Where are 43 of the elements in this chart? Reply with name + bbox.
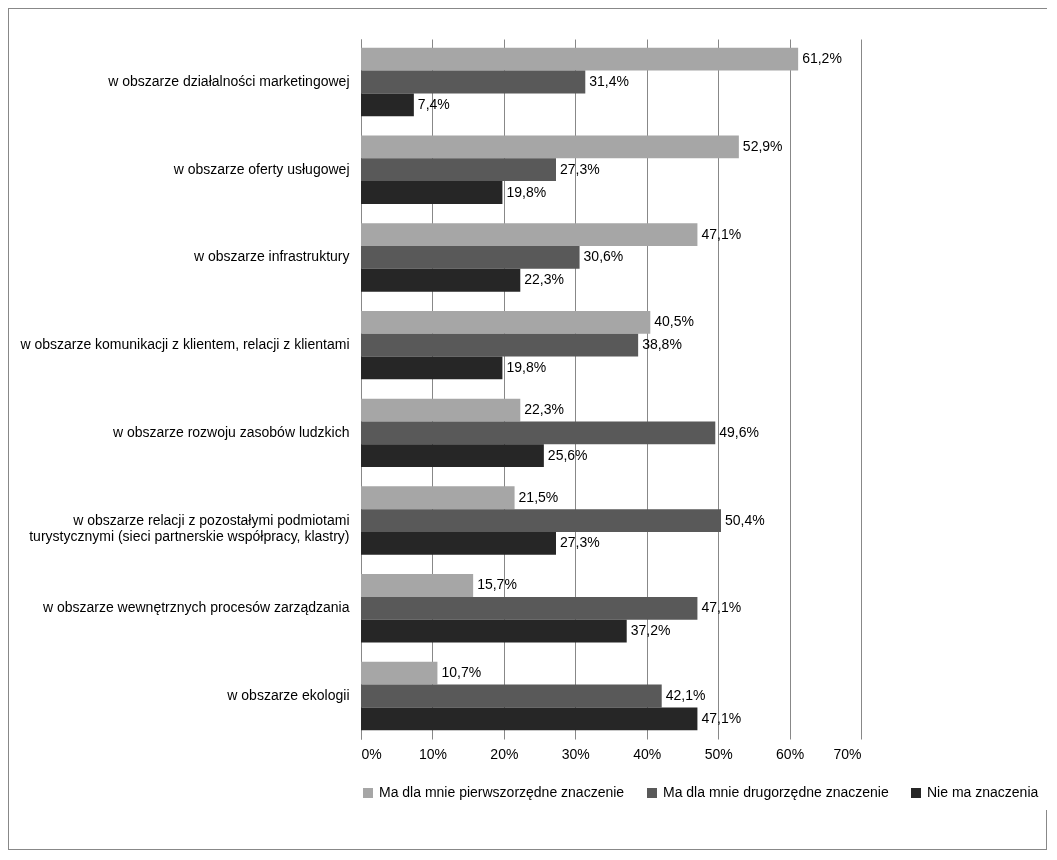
data-label: 47,1% <box>701 225 742 242</box>
data-label: 21,5% <box>518 488 559 505</box>
x-tick-label: 40% <box>633 745 662 762</box>
data-label: 19,8% <box>506 358 547 375</box>
data-label: 19,8% <box>506 183 547 200</box>
data-label: 50,4% <box>725 511 765 528</box>
x-tick-label: 20% <box>490 745 519 762</box>
legend-label: Nie ma znaczenia <box>927 784 1039 800</box>
data-label: 22,3% <box>524 401 564 418</box>
data-label: 15,7% <box>477 576 517 593</box>
legend-label: Ma dla mnie pierwszorzędne znaczenie <box>379 784 625 800</box>
data-label: 38,8% <box>642 336 682 353</box>
x-tick-label: 0% <box>361 745 382 762</box>
data-label: 31,4% <box>589 72 629 89</box>
data-label: 10,7% <box>441 664 482 681</box>
data-label: 47,1% <box>701 709 742 726</box>
legend-label: Ma dla mnie drugorzędne znaczenie <box>663 784 889 800</box>
y-tick-label: w obszarze infrastruktury <box>192 248 350 265</box>
data-label: 22,3% <box>524 271 564 288</box>
x-tick-label: 50% <box>704 745 733 762</box>
y-tick-label: w obszarze rozwoju zasobów ludzkich <box>111 423 350 440</box>
data-label: 61,2% <box>802 50 842 67</box>
y-tick-label: w obszarze działalności marketingowej <box>107 72 350 89</box>
y-tick-label: w obszarze oferty usługowej <box>172 160 350 177</box>
y-tick-label: w obszarze wewnętrznych procesów zarządzania <box>41 599 350 616</box>
x-tick-label: 10% <box>418 745 447 762</box>
data-label: 37,2% <box>630 622 671 639</box>
y-tick-label: w obszarze komunikacji z klientem, relacji z klientami <box>19 336 350 353</box>
data-label: 49,6% <box>719 423 759 440</box>
data-label: 27,3% <box>560 534 600 551</box>
x-tick-label: 60% <box>776 745 805 762</box>
data-label: 40,5% <box>654 313 694 330</box>
data-label: 47,1% <box>701 599 742 616</box>
data-label: 52,9% <box>742 137 783 154</box>
data-label: 42,1% <box>665 687 706 704</box>
x-tick-label: 30% <box>561 745 590 762</box>
data-label: 27,3% <box>560 160 600 177</box>
y-tick-label: w obszarze relacji z pozostałymi podmiotami turystycznymi (sieci partnerskie współpracy, klastry) <box>29 511 350 544</box>
data-label: 7,4% <box>417 95 450 112</box>
data-label: 30,6% <box>583 248 624 265</box>
x-tick-label: 70% <box>833 745 862 762</box>
y-tick-label: w obszarze ekologii <box>226 687 350 704</box>
data-label: 25,6% <box>547 446 588 463</box>
